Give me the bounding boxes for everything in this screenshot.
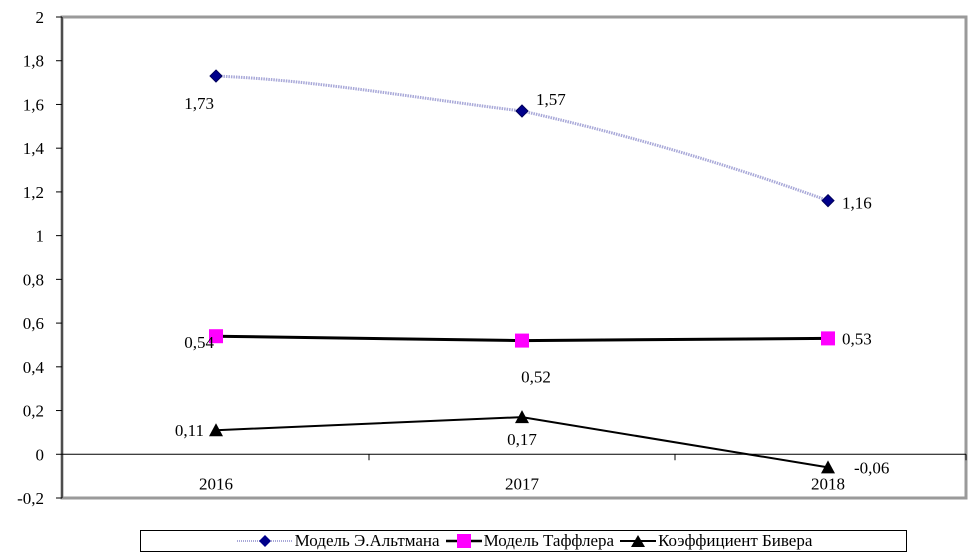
data-label: -0,06 bbox=[854, 458, 889, 477]
legend-item-taffler: Модель Таффлера bbox=[444, 531, 614, 551]
series-lines bbox=[215, 74, 829, 469]
data-label: 0,54 bbox=[184, 333, 214, 352]
y-tick-label: 1 bbox=[36, 227, 45, 246]
point-marker bbox=[515, 410, 529, 424]
data-markers bbox=[209, 69, 835, 474]
point-marker bbox=[209, 423, 223, 437]
y-tick-label: 0,2 bbox=[23, 402, 44, 421]
point-marker bbox=[821, 460, 835, 474]
point-marker bbox=[209, 69, 223, 83]
y-tick-label: 1,8 bbox=[23, 52, 44, 71]
y-tick-label: 0,8 bbox=[23, 270, 44, 289]
data-labels: 1,73 1,57 1,16 0,54 0,52 0,53 0,11 0,17 -0,06 bbox=[175, 90, 890, 477]
point-marker bbox=[515, 104, 529, 118]
data-label: 1,16 bbox=[842, 194, 872, 213]
y-tick-label: 0 bbox=[36, 445, 45, 464]
y-tick-label: 2 bbox=[36, 8, 45, 27]
data-label: 0,53 bbox=[842, 329, 872, 348]
legend: Модель Э.Альтмана Модель Таффлера Коэффи… bbox=[140, 530, 907, 552]
x-tick-label: 2017 bbox=[505, 474, 540, 493]
y-tick-label: 0,6 bbox=[23, 314, 44, 333]
legend-item-beaver: Коэффициент Бивера bbox=[618, 531, 812, 551]
point-marker bbox=[209, 329, 223, 344]
series-line-0 bbox=[215, 74, 829, 203]
data-label: 1,57 bbox=[536, 90, 566, 109]
data-label: 0,17 bbox=[507, 430, 537, 449]
legend-item-altman: Модель Э.Альтмана bbox=[235, 531, 440, 551]
legend-swatch-altman bbox=[236, 535, 293, 547]
y-tick-label: -0,2 bbox=[17, 489, 44, 508]
chart-axes: 2 1,8 1,6 1,4 1,2 1 0,8 0,6 0,4 0,2 0 -0,2 2016 2017 2… bbox=[17, 8, 968, 508]
y-tick-label: 0,4 bbox=[23, 358, 45, 377]
point-marker bbox=[821, 331, 835, 346]
legend-swatch-taffler bbox=[445, 534, 482, 548]
data-label: 0,52 bbox=[521, 368, 551, 387]
y-tick-label: 1,2 bbox=[23, 183, 44, 202]
point-marker bbox=[515, 333, 529, 348]
y-tick-label: 1,4 bbox=[23, 139, 45, 158]
x-tick-label: 2018 bbox=[811, 474, 845, 493]
legend-label-altman: Модель Э.Альтмана bbox=[294, 531, 440, 550]
legend-label-taffler: Модель Таффлера bbox=[483, 531, 615, 550]
y-tick-label: 1,6 bbox=[23, 95, 44, 114]
x-tick-label: 2016 bbox=[199, 474, 233, 493]
legend-swatch-beaver bbox=[620, 535, 657, 547]
data-label: 0,11 bbox=[175, 421, 204, 440]
data-label: 1,73 bbox=[184, 94, 214, 113]
legend-label-beaver: Коэффициент Бивера bbox=[658, 531, 813, 550]
point-marker bbox=[821, 193, 835, 208]
